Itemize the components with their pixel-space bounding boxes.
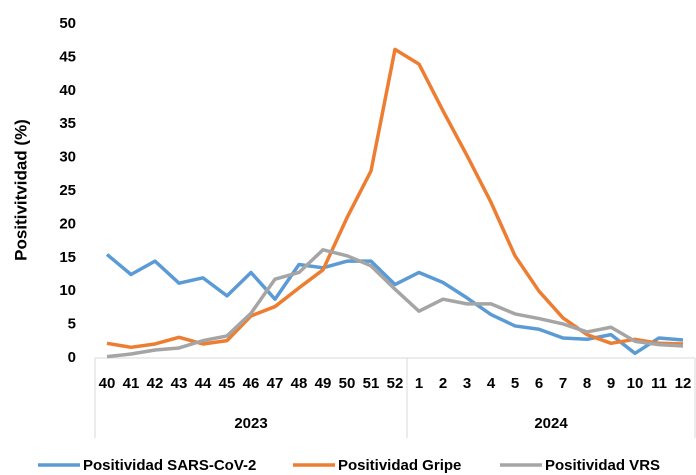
x-tick-label: 46 <box>243 375 260 392</box>
y-tick-label: 50 <box>59 15 76 32</box>
x-tick-label: 42 <box>147 375 164 392</box>
x-tick-label: 2 <box>439 375 447 392</box>
x-tick-label: 12 <box>675 375 692 392</box>
x-tick-label: 4 <box>487 375 496 392</box>
x-tick-label: 52 <box>387 375 404 392</box>
x-tick-label: 40 <box>99 375 116 392</box>
x-tick-label: 50 <box>339 375 356 392</box>
y-tick-label: 45 <box>59 48 76 65</box>
x-tick-label: 51 <box>363 375 380 392</box>
x-tick-label: 1 <box>415 375 423 392</box>
y-tick-label: 15 <box>59 249 76 266</box>
y-tick-label: 35 <box>59 115 76 132</box>
x-tick-label: 48 <box>291 375 308 392</box>
x-tick-label: 47 <box>267 375 284 392</box>
x-tick-label: 10 <box>627 375 644 392</box>
legend-label: Positividad SARS-CoV-2 <box>83 457 256 474</box>
y-tick-label: 40 <box>59 82 76 99</box>
x-tick-label: 45 <box>219 375 236 392</box>
x-tick-label: 8 <box>583 375 591 392</box>
x-tick-label: 44 <box>195 375 212 392</box>
x-tick-label: 6 <box>535 375 543 392</box>
y-tick-label: 5 <box>68 316 76 333</box>
x-tick-label: 7 <box>559 375 567 392</box>
x-tick-label: 41 <box>123 375 140 392</box>
x-tick-label: 43 <box>171 375 188 392</box>
y-tick-label: 10 <box>59 282 76 299</box>
x-tick-label: 9 <box>607 375 615 392</box>
x-group-label: 2024 <box>534 415 568 432</box>
y-tick-label: 20 <box>59 215 76 232</box>
y-axis-label: Positivitvidad (%) <box>11 119 30 261</box>
x-tick-label: 49 <box>315 375 332 392</box>
x-tick-label: 3 <box>463 375 471 392</box>
series-line <box>106 248 684 359</box>
x-tick-label: 11 <box>651 375 667 392</box>
legend-label: Positividad VRS <box>545 457 660 474</box>
y-tick-label: 30 <box>59 149 76 166</box>
y-tick-label: 25 <box>59 182 76 199</box>
legend-label: Positividad Gripe <box>338 457 461 474</box>
x-group-label: 2023 <box>234 415 267 432</box>
y-tick-label: 0 <box>68 349 76 366</box>
series-line <box>106 47 684 350</box>
x-tick-label: 5 <box>511 375 519 392</box>
series-line <box>105 253 684 356</box>
